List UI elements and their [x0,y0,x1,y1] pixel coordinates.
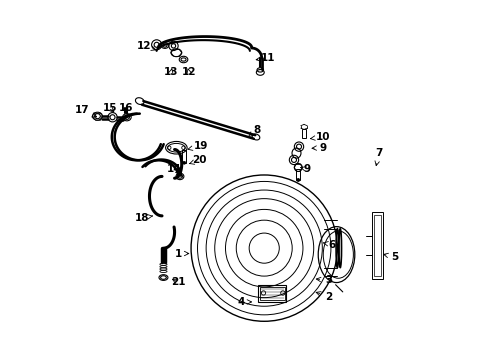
Bar [301,129,305,138]
Text: 18: 18 [135,213,152,222]
Text: 15: 15 [102,103,117,113]
Text: 9: 9 [311,143,326,153]
Circle shape [296,179,299,181]
Text: 12: 12 [137,41,156,50]
Text: 14: 14 [167,164,182,174]
Text: 3: 3 [316,275,332,285]
Text: 10: 10 [310,132,330,142]
Text: 4: 4 [237,297,251,307]
Text: 6: 6 [323,239,335,249]
Circle shape [183,161,185,164]
Bar [373,215,380,276]
Bar [296,169,300,180]
Text: 16: 16 [119,103,133,113]
Bar [182,150,185,163]
Text: 11: 11 [256,53,274,63]
Text: 17: 17 [75,105,97,117]
Text: 5: 5 [383,252,398,262]
Text: 8: 8 [248,125,260,137]
Text: 19: 19 [188,141,208,151]
Text: 21: 21 [171,277,185,287]
Text: 9: 9 [300,164,310,174]
Text: 12: 12 [182,67,196,77]
Text: 13: 13 [163,67,178,77]
Text: 2: 2 [316,292,332,302]
Bar [259,287,284,300]
Text: 20: 20 [189,155,206,165]
Bar [257,285,286,302]
Bar [371,212,383,279]
Text: 7: 7 [374,148,382,166]
Text: 1: 1 [174,248,188,258]
